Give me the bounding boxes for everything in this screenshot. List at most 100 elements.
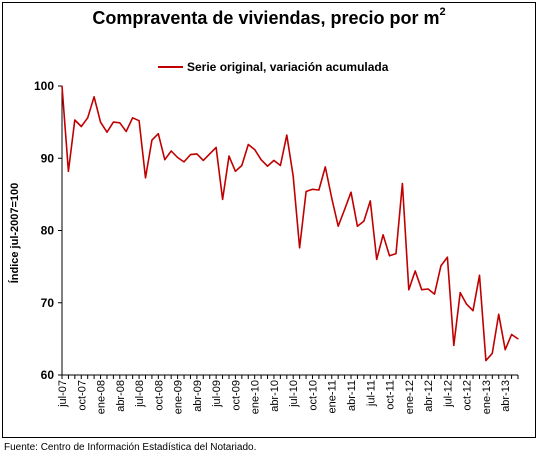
data-point [382,234,384,236]
data-point [498,313,500,315]
data-point [478,274,481,276]
data-point [202,159,204,162]
data-point [343,208,346,211]
data-point [164,159,166,161]
chart-title-text: Compraventa de viviendas, precio por m [92,8,440,28]
x-tick-label: abr-13 [500,380,512,412]
data-point [241,164,243,167]
chart-frame [2,34,536,438]
y-tick-label: 80 [41,224,55,238]
data-point [369,200,371,202]
data-point [414,270,416,272]
data-point [504,349,506,351]
data-point [119,122,121,124]
x-tick-label: jul-11 [365,380,377,407]
data-point [67,170,70,172]
data-point [132,117,134,119]
chart-title-superscript: 2 [439,6,446,18]
x-tick-label: ene-09 [173,380,185,414]
data-point [189,154,192,156]
data-point [324,166,326,168]
x-tick-label: jul-09 [211,380,223,408]
data-point [247,143,249,146]
data-point [266,165,269,167]
data-point [388,255,391,257]
x-tick-label: jul-10 [288,380,300,408]
x-tick-label: oct-10 [307,380,319,411]
data-point [440,265,442,267]
x-tick-label: ene-11 [327,380,339,413]
series-group [61,85,519,362]
data-point [228,155,230,157]
data-point [305,190,307,193]
y-tick-label: 70 [41,296,55,310]
data-point [138,120,140,122]
series-line [61,85,519,362]
data-point [472,310,474,312]
data-point [157,133,159,135]
x-tick-label: jul-08 [134,380,146,408]
y-tick-label: 90 [41,151,55,165]
data-point [112,121,114,123]
data-point [337,225,339,227]
legend-label: Serie original, variación acumulada [187,60,389,74]
data-point [273,159,275,162]
data-point [517,338,519,340]
x-tick-label: abr-10 [269,380,281,412]
x-tick-label: abr-12 [423,380,435,412]
data-point [234,170,237,172]
data-point [376,258,378,260]
x-tick-label: ene-10 [250,380,262,414]
data-point [279,164,281,167]
source-note: Fuente: Centro de Información Estadístic… [4,442,257,453]
y-tick-label: 60 [41,368,55,382]
data-point [151,139,153,141]
x-tick-label: abr-11 [346,380,358,411]
x-tick-label: oct-07 [76,380,88,411]
x-tick-label: oct-12 [462,380,474,411]
data-point [408,289,410,291]
data-point [215,146,217,149]
data-point [93,96,95,98]
y-tick-label: 100 [34,79,54,93]
x-tick-label: jul-07 [57,380,69,408]
data-point [183,161,185,163]
data-point [196,153,198,155]
data-point [299,247,301,249]
x-tick-label: jul-12 [442,380,454,408]
data-point [401,182,403,185]
y-axis-label: Índice jul-2007=100 [8,183,21,284]
x-tick-label: abr-08 [115,380,127,412]
data-point [395,253,397,255]
x-tick-label: oct-09 [230,380,242,411]
data-point [292,175,294,177]
data-point [254,148,256,151]
data-point [209,153,211,155]
x-tick-label: ene-13 [481,380,493,414]
data-point [485,359,487,362]
data-point [144,177,147,179]
data-point [311,188,314,190]
data-point [318,189,320,191]
data-point [356,225,359,227]
data-point [363,220,365,222]
data-point [331,197,333,199]
data-point [260,159,262,161]
data-point [80,125,82,128]
data-point [99,121,102,123]
data-point [427,288,429,290]
data-point [453,344,455,346]
data-point [421,289,423,291]
x-tick-label: ene-08 [96,380,108,414]
data-point [106,131,108,133]
data-point [87,117,89,119]
chart-title-box: Compraventa de viviendas, precio por m2 [2,2,536,35]
data-point [74,119,76,121]
data-point [170,150,172,152]
data-point [491,352,493,354]
x-tick-label: oct-11 [385,380,397,410]
data-point [350,191,352,193]
x-tick-label: abr-09 [192,380,204,412]
data-point [177,156,179,159]
